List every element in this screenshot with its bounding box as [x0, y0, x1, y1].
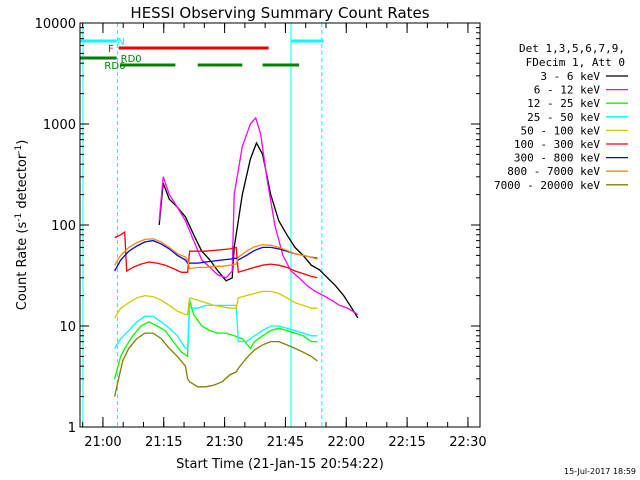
x-axis: 21:00 21:15 21:30 21:45 22:00 22:15 22:30 — [82, 23, 487, 450]
flag-label: RD6 — [104, 61, 125, 72]
x-tick-label: 21:30 — [206, 435, 243, 450]
x-tick-label: 22:30 — [449, 435, 486, 450]
legend-entry: 3 - 6 keV — [540, 70, 600, 83]
y-label-part3: ) — [15, 140, 30, 145]
y-label-part2: detector — [15, 153, 30, 213]
series-line — [113, 332, 318, 397]
y-label-part1: Count Rate (s — [15, 222, 30, 311]
series-line — [114, 230, 318, 279]
flag-label: F — [108, 44, 114, 55]
y-tick-label: 100 — [51, 219, 76, 234]
series-line — [113, 300, 318, 379]
legend-header: Det 1,3,5,6,7,9, — [519, 42, 625, 55]
flag-label: N — [117, 37, 124, 48]
legend-entry: 100 - 300 keV — [514, 138, 600, 151]
legend-header: FDecim 1, Att 0 — [526, 56, 625, 69]
timestamp: 15-Jul-2017 18:59 — [564, 467, 636, 476]
legend-entry: 7000 - 20000 keV — [494, 179, 600, 192]
x-tick-label: 22:00 — [328, 435, 365, 450]
x-axis-label: Start Time (21-Jan-15 20:54:22) — [176, 457, 384, 472]
legend-entry: 12 - 25 keV — [527, 97, 600, 110]
y-axis: 1 10 100 1000 10000 — [35, 17, 480, 436]
series-line — [114, 304, 318, 350]
x-tick-label: 21:45 — [267, 435, 304, 450]
plot-frame — [79, 22, 481, 428]
y-label-sup1: -1 — [14, 213, 24, 222]
y-label-sup2: -1 — [14, 145, 24, 154]
y-tick-label: 10000 — [35, 17, 76, 32]
chart-title: HESSI Observing Summary Count Rates — [130, 4, 429, 22]
y-tick-label: 10 — [59, 320, 76, 335]
series-line — [114, 290, 318, 319]
legend: Det 1,3,5,6,7,9,FDecim 1, Att 03 - 6 keV… — [494, 42, 628, 192]
legend-entry: 6 - 12 keV — [534, 84, 601, 97]
flag-label: RD0 — [121, 54, 142, 65]
x-tick-label: 21:15 — [145, 435, 182, 450]
legend-entry: 50 - 100 keV — [521, 124, 601, 137]
legend-entry: 300 - 800 keV — [514, 152, 600, 165]
y-axis-label: Count Rate (s-1 detector-1) — [14, 140, 30, 311]
legend-entry: 25 - 50 keV — [527, 111, 600, 124]
series-line — [114, 238, 318, 270]
legend-entry: 800 - 7000 keV — [507, 165, 600, 178]
y-tick-label: 1 — [68, 421, 76, 436]
x-tick-label: 21:00 — [84, 435, 121, 450]
y-tick-label: 1000 — [43, 118, 76, 133]
series-line — [158, 116, 359, 316]
x-tick-label: 22:15 — [388, 435, 425, 450]
series-line — [114, 239, 318, 272]
series-line — [158, 141, 359, 319]
